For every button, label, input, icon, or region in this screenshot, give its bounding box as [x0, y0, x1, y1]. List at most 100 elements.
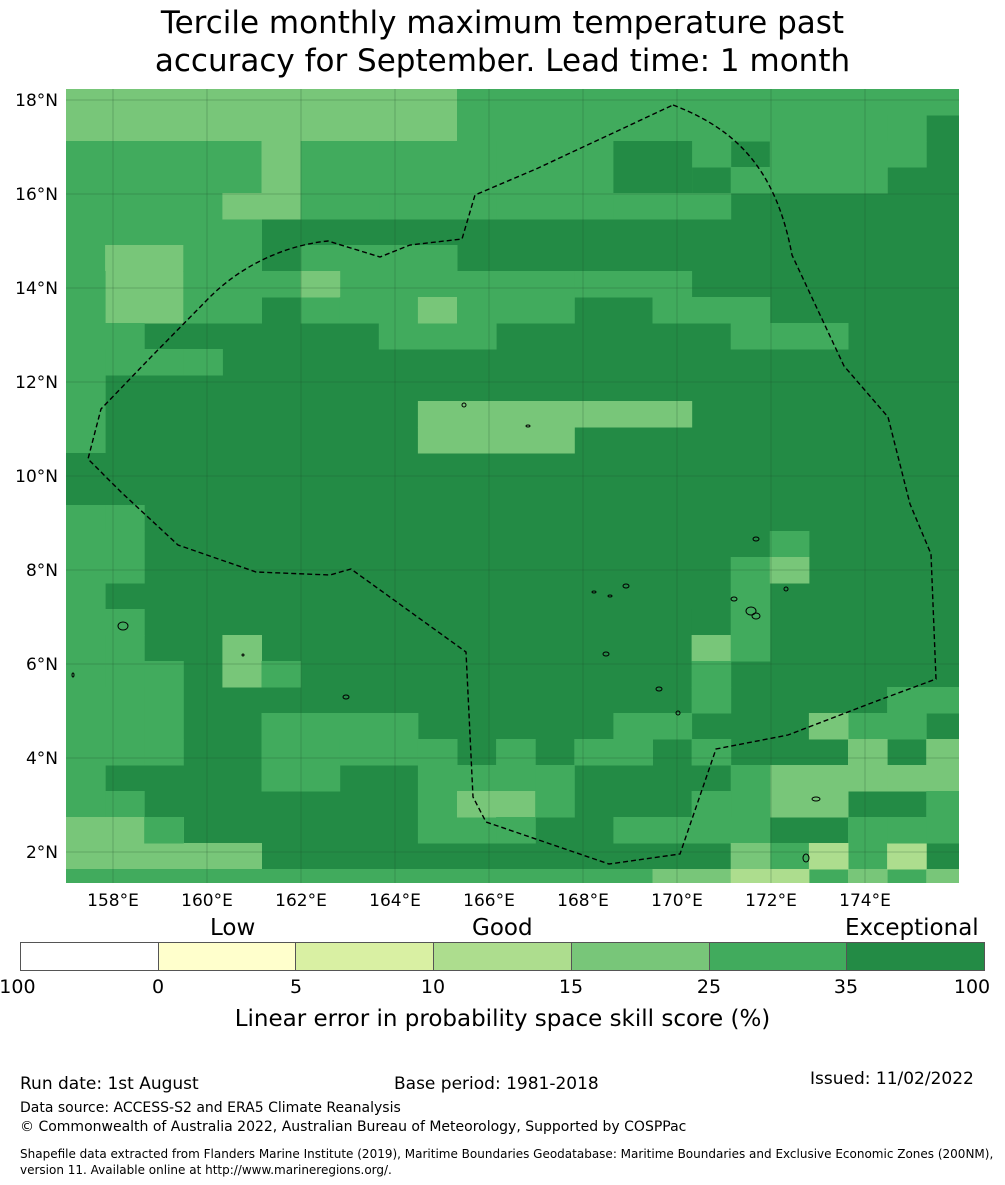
grid-cell: [496, 817, 536, 844]
skill-grid: [66, 89, 959, 883]
grid-cell: [535, 765, 575, 818]
lat-label-18n: 18°N: [15, 91, 58, 111]
grid-cell: [144, 661, 184, 740]
grid-cell: [613, 141, 693, 194]
grid-cell: [769, 791, 849, 818]
island-outline: [241, 653, 245, 657]
grid-cell: [730, 765, 771, 818]
grid-cell: [652, 713, 693, 740]
grid-cell: [105, 635, 145, 688]
grid-cell: [730, 167, 888, 194]
grid-cell: [66, 635, 106, 688]
base-period: Base period: 1981-2018: [394, 1074, 599, 1094]
colorbar-segment-5-10: [296, 943, 435, 970]
grid-cell: [730, 557, 771, 610]
island-outline: [745, 606, 757, 616]
lon-label-170e: 170°E: [651, 891, 703, 911]
grid-cell: [848, 713, 927, 740]
grid-cell: [261, 141, 302, 194]
colorbar-segment-0-5: [158, 943, 297, 970]
lat-label-8n: 8°N: [25, 561, 58, 581]
grid-cell: [66, 869, 959, 883]
grid-cell: [848, 739, 888, 766]
grid-cell: [574, 271, 693, 298]
grid-cell: [183, 245, 262, 272]
grid-cell: [66, 375, 106, 454]
grid-cell: [300, 271, 341, 298]
grid-cell: [378, 323, 497, 350]
issued-date: Issued: 11/02/2022: [810, 1069, 974, 1089]
colorbar-segment-25-35: [709, 943, 848, 970]
lat-label-6n: 6°N: [25, 655, 58, 675]
grid-cell: [769, 869, 810, 883]
grid-cell: [769, 765, 888, 792]
colorbar-segment-35-100: [847, 943, 985, 970]
grid-cell: [66, 583, 106, 610]
eez-boundary: [87, 104, 937, 865]
grid-cell: [457, 271, 575, 324]
island-outline: [655, 686, 663, 692]
island-outline: [342, 694, 350, 700]
grid-cell: [66, 739, 145, 766]
lat-label-10n: 10°N: [15, 467, 58, 487]
grid-cell: [613, 713, 653, 740]
grid-cell: [66, 531, 145, 584]
grid-cell: [496, 739, 536, 766]
grid-cell: [417, 427, 575, 454]
grid-cell: [417, 739, 458, 766]
grid-cell: [691, 661, 732, 688]
island-outline: [71, 672, 75, 678]
grid-cell: [457, 89, 888, 142]
island-outline: [751, 612, 761, 620]
island-outline: [802, 853, 810, 863]
lon-label-166e: 166°E: [463, 891, 515, 911]
grid-cell: [691, 141, 732, 168]
copyright: © Commonwealth of Australia 2022, Austra…: [20, 1119, 687, 1135]
island-outline: [525, 424, 531, 428]
grid-cell: [144, 817, 184, 844]
grid-cell: [887, 817, 927, 844]
island-outline: [783, 586, 789, 592]
island-outline: [622, 583, 630, 589]
grid-cell: [926, 739, 959, 766]
grid-cell: [574, 739, 653, 766]
grid-cell: [66, 843, 262, 870]
island-outline: [811, 796, 821, 802]
lat-label-2n: 2°N: [25, 843, 58, 863]
grid-cell: [730, 843, 771, 870]
title-line-1: Tercile monthly maximum temperature past: [160, 5, 845, 41]
colorbar-tick-25: 25: [696, 976, 722, 998]
lat-label-16n: 16°N: [15, 185, 58, 205]
grid-cell: [417, 401, 693, 428]
grid-cell: [339, 739, 419, 766]
colorbar-tick-15: 15: [558, 976, 584, 998]
colorbar-segment-15-25: [571, 943, 710, 970]
lon-label-174e: 174°E: [839, 891, 891, 911]
title-line-2: accuracy for September. Lead time: 1 mon…: [154, 43, 851, 79]
island-outline: [730, 596, 738, 602]
colorbar: [20, 942, 985, 971]
skill-map: [66, 89, 959, 883]
grid-cell: [66, 505, 106, 532]
grid-cell: [769, 531, 810, 558]
grid-cell: [261, 739, 341, 766]
colorbar-tick-5: 5: [289, 976, 303, 998]
lon-label-162e: 162°E: [275, 891, 327, 911]
shapefile-credit-line-2: version 11. Available online at http://w…: [20, 1163, 392, 1177]
lon-label-158e: 158°E: [87, 891, 139, 911]
grid-cell: [66, 89, 458, 142]
grid-cell: [730, 869, 771, 883]
lon-label-172e: 172°E: [745, 891, 797, 911]
grid-cell: [105, 791, 145, 818]
grid-cell: [66, 765, 106, 792]
grid-cell: [730, 323, 849, 350]
grid-cell: [769, 557, 810, 584]
lat-label-14n: 14°N: [15, 279, 58, 299]
grid-cell: [66, 323, 145, 350]
grid-cell: [457, 791, 536, 818]
grid-cell: [66, 609, 145, 636]
category-good: Good: [472, 915, 533, 941]
island-outline: [607, 594, 613, 598]
grid-cell: [261, 661, 302, 688]
grid-cell: [261, 713, 419, 740]
